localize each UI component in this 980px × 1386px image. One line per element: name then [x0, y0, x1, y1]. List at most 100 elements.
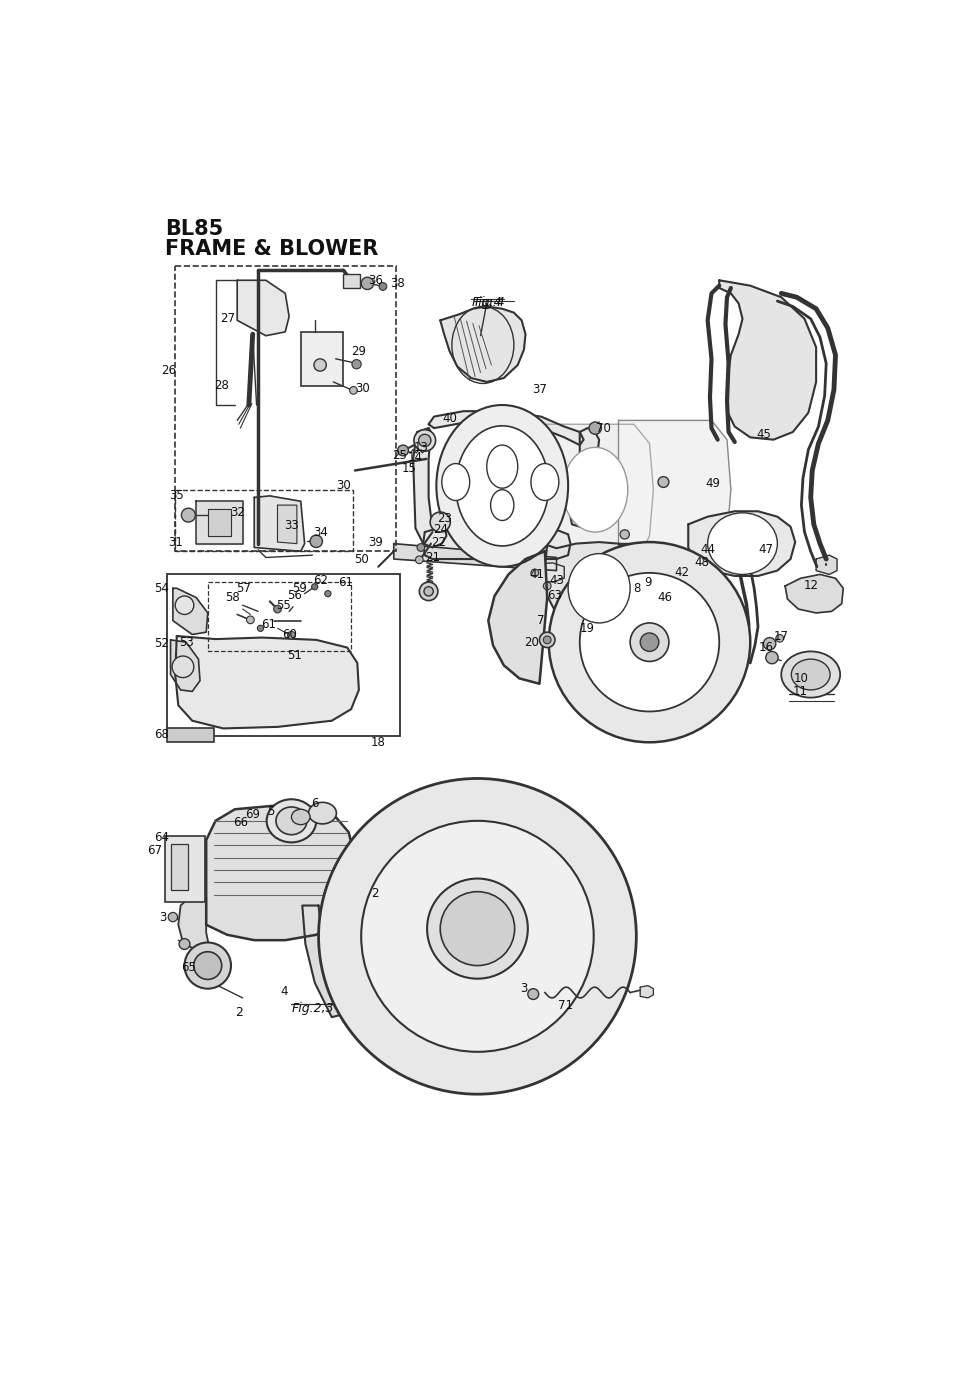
- Text: Fig.4: Fig.4: [475, 295, 506, 309]
- Circle shape: [312, 584, 318, 590]
- Circle shape: [549, 542, 751, 743]
- Polygon shape: [719, 280, 816, 439]
- Text: 25: 25: [393, 449, 408, 462]
- Text: 56: 56: [287, 589, 302, 603]
- Text: 20: 20: [524, 636, 539, 649]
- Text: 9: 9: [644, 575, 652, 589]
- Circle shape: [273, 606, 281, 613]
- Circle shape: [658, 477, 669, 488]
- Text: 27: 27: [220, 312, 234, 326]
- Polygon shape: [640, 985, 654, 998]
- Text: 38: 38: [390, 277, 405, 290]
- Bar: [208, 582, 351, 651]
- Text: 70: 70: [596, 421, 611, 435]
- Text: 33: 33: [284, 520, 299, 532]
- Text: 41: 41: [529, 568, 545, 581]
- Ellipse shape: [491, 489, 514, 521]
- Text: 15: 15: [402, 462, 416, 474]
- Text: 45: 45: [757, 428, 771, 441]
- Bar: [175, 266, 396, 552]
- Circle shape: [419, 582, 438, 600]
- Text: 12: 12: [804, 579, 818, 592]
- Ellipse shape: [276, 807, 307, 834]
- Bar: [168, 729, 214, 743]
- Bar: [175, 489, 354, 552]
- Circle shape: [247, 615, 254, 624]
- Circle shape: [287, 632, 295, 639]
- Text: 34: 34: [313, 525, 327, 539]
- Text: 32: 32: [229, 506, 245, 520]
- Ellipse shape: [442, 463, 469, 500]
- Circle shape: [640, 633, 659, 651]
- Circle shape: [414, 430, 435, 452]
- Text: 51: 51: [287, 649, 302, 661]
- Text: 61: 61: [261, 618, 275, 631]
- Polygon shape: [178, 897, 210, 951]
- Text: 53: 53: [178, 636, 193, 649]
- Polygon shape: [517, 563, 564, 582]
- Circle shape: [184, 942, 231, 988]
- Ellipse shape: [563, 448, 628, 532]
- Polygon shape: [423, 529, 570, 559]
- Text: 7: 7: [537, 614, 545, 626]
- Text: 37: 37: [532, 383, 547, 396]
- Circle shape: [620, 545, 632, 556]
- Text: Fig.4: Fig.4: [471, 295, 502, 309]
- Text: BL85: BL85: [165, 219, 223, 238]
- Text: 58: 58: [225, 590, 240, 604]
- Polygon shape: [196, 502, 243, 543]
- Text: 46: 46: [658, 590, 672, 604]
- Polygon shape: [618, 420, 731, 559]
- Circle shape: [630, 622, 669, 661]
- Polygon shape: [785, 574, 843, 613]
- Text: 29: 29: [352, 345, 367, 358]
- Polygon shape: [206, 805, 354, 940]
- Circle shape: [379, 283, 387, 290]
- Ellipse shape: [568, 553, 630, 622]
- Circle shape: [528, 988, 539, 999]
- Circle shape: [543, 582, 551, 590]
- Text: 5: 5: [268, 805, 275, 818]
- Circle shape: [531, 570, 539, 577]
- Text: 55: 55: [276, 599, 291, 611]
- Text: 52: 52: [154, 638, 169, 650]
- Circle shape: [362, 277, 373, 290]
- Polygon shape: [570, 428, 599, 527]
- Polygon shape: [545, 542, 651, 632]
- Text: 64: 64: [154, 832, 169, 844]
- Circle shape: [417, 543, 424, 552]
- Polygon shape: [414, 428, 447, 547]
- Polygon shape: [172, 588, 208, 635]
- Ellipse shape: [708, 513, 777, 574]
- Ellipse shape: [440, 891, 514, 966]
- Text: 16: 16: [759, 642, 773, 654]
- Ellipse shape: [791, 660, 830, 690]
- Text: 8: 8: [633, 582, 641, 595]
- Text: 50: 50: [354, 553, 368, 565]
- Circle shape: [172, 656, 194, 678]
- Ellipse shape: [781, 651, 840, 697]
- Circle shape: [175, 596, 194, 614]
- Polygon shape: [254, 496, 305, 552]
- Text: 35: 35: [170, 489, 184, 502]
- Circle shape: [424, 586, 433, 596]
- Polygon shape: [277, 505, 297, 543]
- Text: 67: 67: [148, 844, 163, 857]
- Text: 57: 57: [236, 582, 251, 595]
- Text: 36: 36: [368, 274, 382, 287]
- Text: 2: 2: [235, 1006, 243, 1019]
- Polygon shape: [488, 552, 547, 683]
- Ellipse shape: [487, 445, 517, 488]
- Text: 69: 69: [245, 808, 261, 821]
- Polygon shape: [208, 509, 231, 536]
- Circle shape: [580, 572, 719, 711]
- Polygon shape: [175, 636, 359, 729]
- Text: 63: 63: [548, 589, 563, 603]
- Ellipse shape: [456, 426, 549, 546]
- Circle shape: [589, 421, 602, 434]
- Circle shape: [418, 434, 431, 446]
- Text: 3: 3: [520, 983, 527, 995]
- Text: 59: 59: [292, 582, 307, 595]
- Circle shape: [169, 912, 177, 922]
- Text: 4: 4: [280, 985, 287, 998]
